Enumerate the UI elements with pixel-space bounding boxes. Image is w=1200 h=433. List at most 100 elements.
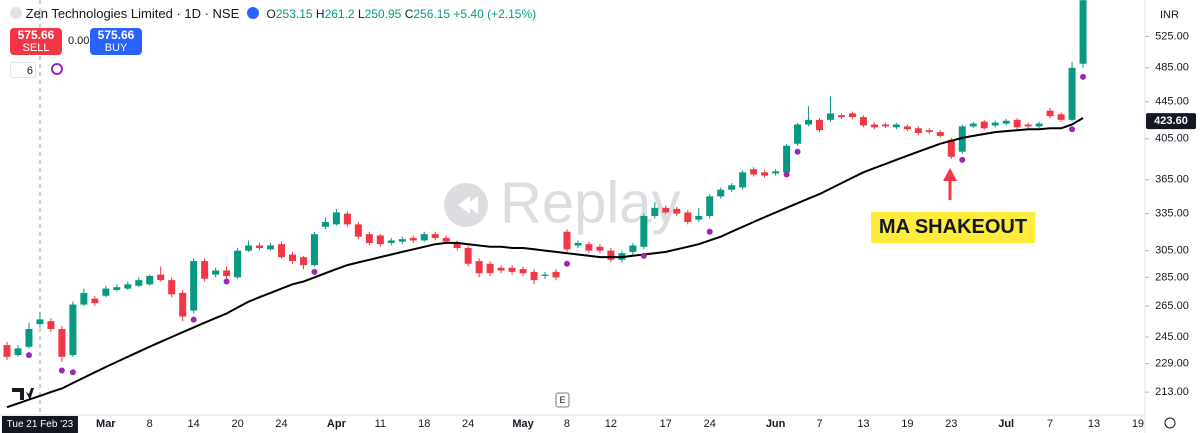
- candle-body: [332, 212, 340, 225]
- candle-body: [585, 244, 593, 251]
- candle-body: [739, 172, 747, 188]
- y-tick-label: 305.00: [1155, 245, 1189, 257]
- candle-body: [794, 124, 802, 144]
- candle-body: [519, 269, 527, 274]
- price-label: 423.60: [1154, 115, 1188, 127]
- candle-body: [398, 239, 406, 242]
- x-tick-label: 12: [605, 418, 617, 430]
- x-tick-label: Apr: [327, 418, 347, 430]
- x-tick-label: Jul: [998, 418, 1014, 430]
- price-label-box: [1146, 113, 1196, 130]
- x-tick-label: 23: [945, 418, 957, 430]
- candle-body: [563, 231, 571, 250]
- buy-button[interactable]: 575.66 BUY: [90, 28, 142, 55]
- candle-body: [343, 213, 351, 225]
- candle-body: [354, 224, 362, 237]
- x-tick-label: 24: [704, 418, 716, 430]
- candle-body: [651, 207, 659, 217]
- signal-dot: [640, 252, 647, 259]
- candle-body: [728, 185, 736, 190]
- sell-button[interactable]: 575.66 SELL: [10, 28, 62, 55]
- candle-body: [969, 123, 977, 127]
- candle-body: [157, 274, 165, 281]
- x-tick-label: 24: [275, 418, 287, 430]
- signal-dot: [69, 369, 76, 376]
- signal-dot: [706, 228, 713, 235]
- candle-body: [409, 237, 417, 241]
- candle-body: [673, 208, 681, 214]
- x-tick-label: 14: [188, 418, 200, 430]
- plot-area: [3, 0, 1087, 409]
- candle-body: [464, 248, 472, 264]
- candle-body: [431, 234, 439, 238]
- x-tick-label: 20: [231, 418, 243, 430]
- buy-label: BUY: [104, 42, 128, 54]
- annotation: MA SHAKEOUT: [871, 212, 1035, 243]
- x-tick-label: Jun: [766, 418, 786, 430]
- moving-average: [6, 117, 1084, 409]
- y-tick-label: 213.00: [1155, 386, 1189, 398]
- candle-body: [816, 119, 824, 131]
- settings-icon[interactable]: [1164, 417, 1176, 429]
- y-tick-label: 445.00: [1155, 96, 1189, 108]
- candle-body: [278, 244, 285, 258]
- candle-body: [772, 171, 780, 174]
- x-tick-label: 11: [375, 418, 386, 430]
- candle-body: [717, 189, 725, 197]
- symbol[interactable]: Zen Technologies Limited · 1D · NSE: [25, 6, 240, 21]
- signal-dot: [783, 171, 790, 178]
- candle-body: [574, 242, 582, 246]
- candle-body: [190, 261, 198, 311]
- ohlc-prefix: C: [404, 7, 414, 21]
- candle-body: [212, 270, 220, 275]
- candle-body: [310, 234, 318, 266]
- earnings-marker-box[interactable]: [555, 392, 570, 408]
- candle-body: [892, 124, 900, 128]
- candle-body: [1013, 119, 1021, 128]
- indicator-icon[interactable]: [51, 63, 63, 75]
- watermark: Replay: [444, 170, 681, 235]
- x-tick-label: 17: [660, 418, 672, 430]
- y-tick-label: 265.00: [1155, 300, 1189, 312]
- candle-body: [761, 172, 769, 176]
- x-tick-label: 13: [857, 418, 869, 430]
- candle-body: [223, 270, 231, 276]
- ohlc-prefix: H: [315, 7, 325, 21]
- candle-body: [848, 113, 856, 118]
- candle-body: [256, 245, 264, 249]
- candle-body: [1002, 120, 1010, 124]
- candle-body: [234, 250, 242, 278]
- x-tick-label: 13: [1088, 418, 1100, 430]
- candle-body: [958, 126, 966, 152]
- candle-body: [914, 128, 922, 134]
- earnings-marker[interactable]: E: [559, 395, 565, 405]
- candle-body: [936, 132, 944, 136]
- candle-body: [25, 329, 33, 347]
- open-value: 253.15: [275, 7, 313, 21]
- candle-body: [179, 292, 187, 317]
- candle-body: [453, 242, 461, 249]
- buy-price: 575.66: [97, 28, 135, 42]
- candle-body: [80, 292, 88, 305]
- crosshair-date-box: [1, 416, 78, 433]
- arrow-head: [943, 168, 957, 181]
- currency[interactable]: INR: [1160, 9, 1179, 21]
- watermark-icon-arrows: [458, 196, 478, 214]
- candle-body: [837, 115, 845, 118]
- candle-body: [201, 261, 209, 279]
- sell-price: 575.66: [17, 28, 55, 42]
- candle-body: [14, 348, 22, 356]
- indicator-toggle[interactable]: 6: [10, 62, 36, 78]
- signal-dot: [563, 260, 570, 267]
- candle-body: [629, 245, 637, 252]
- low-value: 250.95: [364, 7, 402, 21]
- watermark-icon: [444, 183, 488, 227]
- y-tick-label: 245.00: [1155, 331, 1189, 343]
- candle-body: [827, 113, 834, 120]
- candle-body: [541, 274, 549, 276]
- candle-body: [1057, 114, 1065, 120]
- candle-body: [684, 212, 692, 222]
- candle-body: [596, 246, 604, 251]
